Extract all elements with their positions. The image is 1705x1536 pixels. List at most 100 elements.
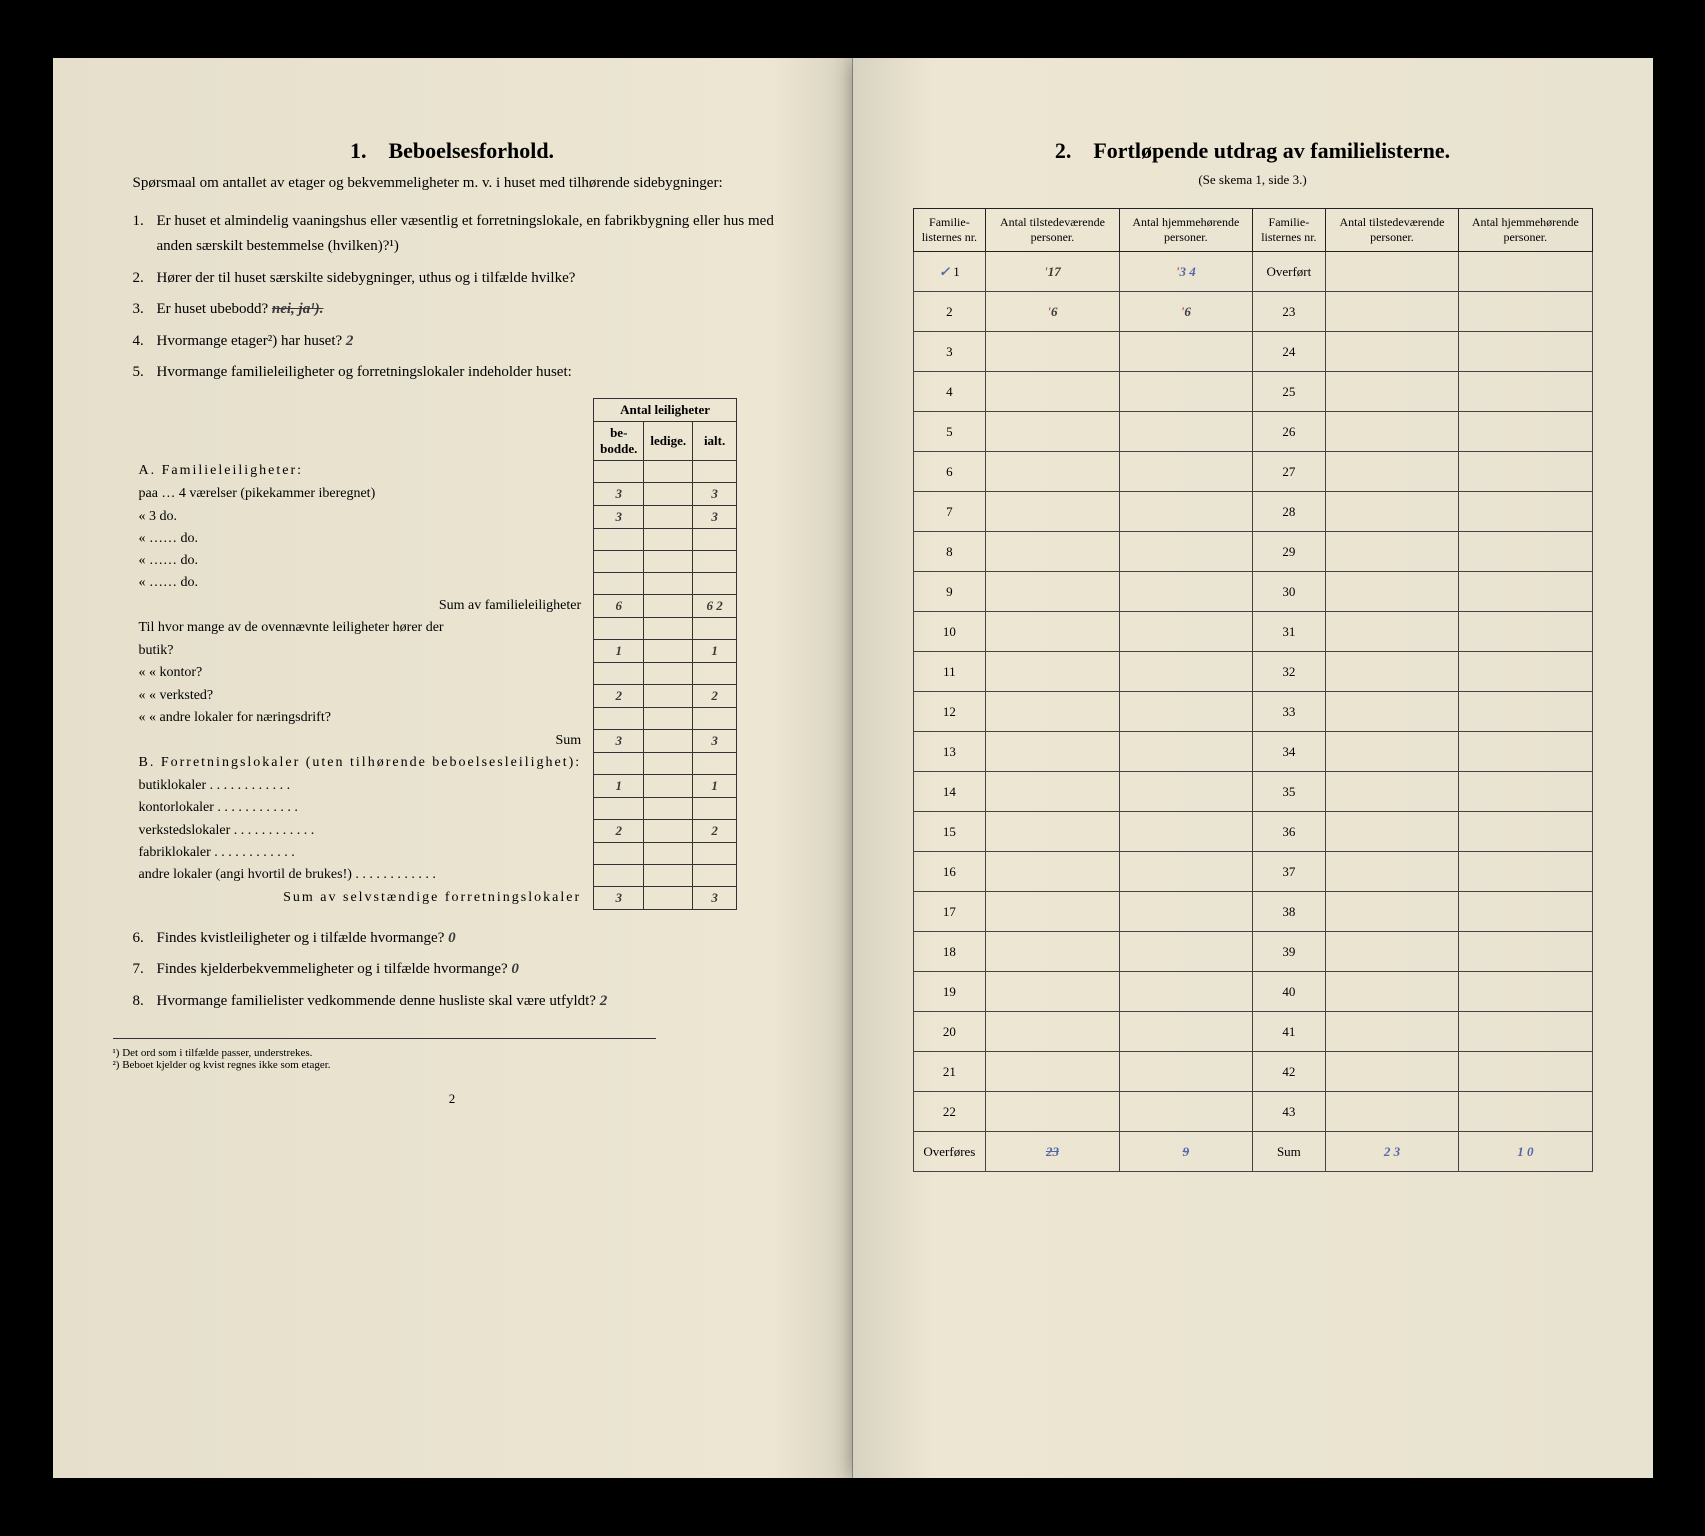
cell-present [1325,1052,1458,1092]
cell-home [1459,372,1592,412]
question-7: 7. Findes kjelderbekvemmeligheter og i t… [133,957,792,983]
th-home-1: Antal hjemmehørende personer. [1119,209,1252,252]
cell-ialt [693,528,737,550]
sum-a-label: Sum av familieleiligheter [133,594,594,617]
cell-present [986,692,1119,732]
cell-present [1325,1092,1458,1132]
section-number: 2. [1055,138,1072,163]
extras-intro: Til hvor mange av de ovennævnte leilighe… [133,617,594,639]
apartment-table: Antal leiligheter be-bodde. ledige. ialt… [133,398,792,910]
cell-present [1325,372,1458,412]
cell-nr: 10 [913,612,986,652]
cell-present [1325,452,1458,492]
q8-answer: 2 [600,993,608,1009]
question-8: 8. Hvormange familielister vedkommende d… [133,989,792,1015]
extras-sum-label: Sum [133,729,594,752]
cell-present [986,1012,1119,1052]
cell-present [1325,252,1458,292]
cell-home [1459,732,1592,772]
sum-label: Sum [1253,1132,1326,1172]
table-row: 22 43 [913,1092,1592,1132]
q6-answer: 0 [448,930,456,946]
row-label: andre lokaler (angi hvortil de brukes!) … [133,864,594,886]
row-label: « 3 do. [133,505,594,528]
table-row: 14 35 [913,772,1592,812]
cell-nr: 24 [1253,332,1326,372]
cell-home: '3 4 [1119,252,1252,292]
footnote-2: ²) Beboet kjelder og kvist regnes ikke s… [113,1059,656,1071]
question-3: 3. Er huset ubebodd? nei, ja¹). [133,297,792,323]
section-heading: Fortløpende utdrag av familielisterne. [1093,138,1450,163]
table-row: « « verksted? 2 2 [133,684,737,707]
table-row: 16 37 [913,852,1592,892]
q3-text: Er huset ubebodd? [157,301,269,317]
th-bebodde: be-bodde. [594,421,644,460]
cell-home [1459,812,1592,852]
cell-nr: 43 [1253,1092,1326,1132]
th-nr-1: Familie-listernes nr. [913,209,986,252]
table-row: 5 26 [913,412,1592,452]
cell-home [1119,772,1252,812]
cell-present [986,572,1119,612]
q7-answer: 0 [511,961,519,977]
question-list: 1. Er huset et almindelig vaaningshus el… [133,209,792,386]
cell-home [1459,292,1592,332]
cell-present [1325,292,1458,332]
cell-nr: 18 [913,932,986,972]
cell-ledige [644,505,693,528]
page-left: 1. Beboelsesforhold. Spørsmaal om antall… [53,58,853,1478]
row-label: kontorlokaler . . . . . . . . . . . . [133,797,594,819]
cell-bebodde [594,662,644,684]
table-header-main: Antal leiligheter [594,398,737,421]
sum-b-ialt: 3 [693,886,737,909]
extras-sum-l [644,729,693,752]
cell-home [1459,1052,1592,1092]
cell-present [1325,932,1458,972]
cell-nr: 3 [913,332,986,372]
cell-ialt [693,797,737,819]
table-row: 7 28 [913,492,1592,532]
extras-sum-b: 3 [594,729,644,752]
cell-bebodde: 3 [594,505,644,528]
cell-nr: 40 [1253,972,1326,1012]
cell-ialt [693,842,737,864]
question-4: 4. Hvormange etager²) har huset? 2 [133,329,792,355]
cell-home [1459,252,1592,292]
cell-present [1325,612,1458,652]
table-row: kontorlokaler . . . . . . . . . . . . [133,797,737,819]
q4-text: Hvormange etager²) har huset? [157,333,343,349]
cell-home [1119,732,1252,772]
q4-answer: 2 [346,333,354,349]
cell-home [1119,572,1252,612]
cell-nr: 29 [1253,532,1326,572]
table-row: 17 38 [913,892,1592,932]
cell-bebodde [594,797,644,819]
extras-sum-i: 3 [693,729,737,752]
cell-ialt [693,662,737,684]
cell-ledige [644,864,693,886]
overfores-label: Overføres [913,1132,986,1172]
row-label: fabriklokaler . . . . . . . . . . . . [133,842,594,864]
cell-nr: 36 [1253,812,1326,852]
cell-present [986,1092,1119,1132]
cell-home [1459,452,1592,492]
cell-bebodde [594,707,644,729]
section-a-title: A. Familieleiligheter: [133,460,594,482]
cell-nr: 9 [913,572,986,612]
q-text: Findes kvistleiligheter og i tilfælde hv… [157,926,792,952]
th-home-2: Antal hjemmehørende personer. [1459,209,1592,252]
cell-bebodde: 3 [594,482,644,505]
question-list-bottom: 6. Findes kvistleiligheter og i tilfælde… [133,926,792,1015]
q-text: Hvormange familieleiligheter og forretni… [157,360,792,386]
cell-present [986,772,1119,812]
q-num: 6. [133,926,157,952]
cell-home [1119,892,1252,932]
q-num: 4. [133,329,157,355]
cell-nr: 34 [1253,732,1326,772]
sum-a-ialt: 6 2 [693,594,737,617]
cell-present [986,812,1119,852]
row-label: butiklokaler . . . . . . . . . . . . [133,774,594,797]
cell-nr: 6 [913,452,986,492]
question-2: 2. Hører der til huset særskilte sidebyg… [133,266,792,292]
cell-bebodde [594,864,644,886]
